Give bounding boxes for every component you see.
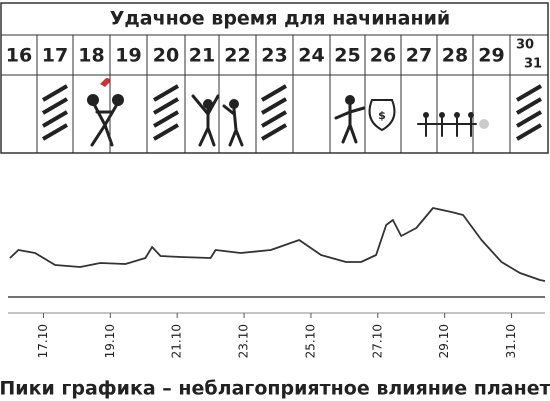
title: Удачное время для начинаний [110, 8, 450, 30]
head [454, 112, 460, 118]
figure [334, 103, 366, 144]
x-tick-label: 29.10 [437, 324, 451, 358]
day-number: 22 [224, 45, 250, 67]
day-number: 18 [78, 45, 104, 67]
x-tick-label: 25.10 [303, 324, 317, 358]
day-number: 19 [115, 45, 141, 67]
day-number: 24 [298, 45, 324, 67]
couple-icon [87, 78, 124, 147]
head [345, 95, 355, 105]
day-number: 20 [153, 45, 179, 67]
head [229, 99, 239, 109]
day-number: 16 [6, 45, 32, 67]
figure [222, 104, 244, 147]
money-icon: $ [334, 95, 396, 144]
head [87, 94, 99, 106]
day-number: 25 [334, 45, 360, 67]
cheer-icon [191, 94, 244, 147]
figures [90, 104, 118, 147]
stripes [152, 84, 180, 141]
day-number: 28 [442, 45, 468, 67]
day-number: 23 [261, 45, 287, 67]
day-number: 17 [42, 45, 68, 67]
day-number: 31 [524, 57, 542, 72]
day-number: 30 [516, 38, 534, 53]
x-tick-label: 19.10 [103, 324, 117, 358]
dancers-icon [417, 112, 489, 137]
line-series [9, 207, 546, 282]
figure [191, 94, 220, 147]
money-bag [368, 99, 396, 132]
heart [100, 78, 111, 87]
stripes [260, 84, 288, 141]
day-number: 26 [370, 45, 396, 67]
day-number: 21 [189, 45, 215, 67]
bag-sign: $ [378, 109, 386, 122]
x-tick-label: 27.10 [370, 324, 384, 358]
head [112, 94, 124, 106]
ornament [479, 119, 489, 129]
head [423, 112, 429, 118]
stripes [515, 84, 543, 141]
caption: Пики графика – неблагоприятное влияние п… [0, 378, 550, 400]
x-tick-label: 31.10 [504, 324, 518, 358]
day-number: 29 [478, 45, 504, 67]
x-tick-label: 21.10 [170, 324, 184, 358]
x-tick-label: 23.10 [237, 324, 251, 358]
x-tick-label: 17.10 [36, 324, 50, 358]
stripes [41, 84, 69, 141]
day-number: 27 [406, 45, 432, 67]
head [439, 112, 445, 118]
calendar-frame [0, 2, 549, 154]
figures [417, 117, 477, 137]
